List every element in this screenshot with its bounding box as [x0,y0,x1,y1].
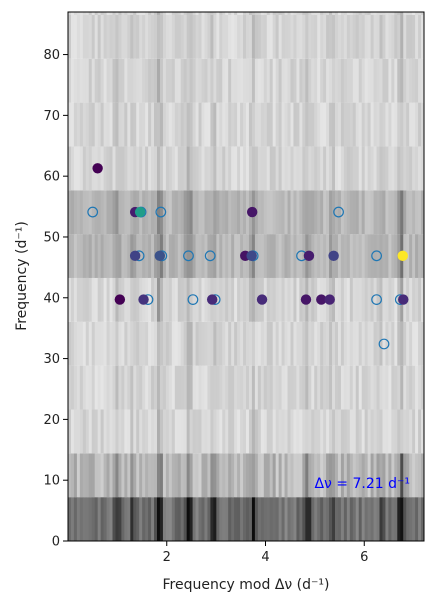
y-axis-label: Frequency (d⁻¹) [14,221,30,331]
open-circle-point [333,206,344,218]
echelle-strip [68,58,424,103]
x-axis-label: Frequency mod Δν (d⁻¹) [163,577,330,593]
echelle-strip [68,102,424,147]
x-tick-label: 2 [163,550,171,565]
filled-circle-point [138,294,149,305]
filled-circle-point [206,294,218,305]
filled-circle-point [316,294,327,305]
filled-circle-point [303,250,315,262]
y-tick-label: 30 [43,352,60,367]
y-tick-label: 0 [52,535,60,550]
y-tick-label: 70 [43,109,60,124]
filled-circle-point [134,206,146,218]
y-tick-label: 80 [43,48,60,63]
filled-circle-point [246,206,258,218]
y-tick-label: 40 [43,291,60,306]
echelle-strip [68,14,424,59]
y-tick-label: 10 [43,474,60,489]
filled-circle-point [246,250,257,262]
echelle-strip [68,497,424,541]
filled-circle-point [300,294,312,305]
echelle-strip [68,409,424,454]
x-tick-label: 6 [360,550,368,565]
echelle-strip [68,146,424,191]
open-circle-point [155,206,167,218]
filled-circle-point [398,294,409,305]
y-tick-label: 60 [43,170,60,185]
plot-frame [67,11,425,542]
open-circle-point [204,250,216,262]
open-circle-point [183,250,194,262]
y-tick-label: 20 [43,413,60,428]
delta-nu-annotation: Δν = 7.21 d⁻¹ [314,476,410,492]
data-points [87,163,409,350]
filled-circle-point [256,294,268,305]
open-circle-point [371,294,382,306]
filled-circle-point [397,250,408,262]
filled-circle-point [114,294,126,305]
open-circle-point [187,294,199,306]
echelle-background [68,12,424,541]
open-circle-point [87,206,99,218]
echelle-strip [68,190,424,235]
echelle-strip [68,365,424,410]
x-tick-label: 4 [261,550,269,565]
open-circle-point [378,338,390,350]
echelle-strip [68,12,424,15]
echelle-strip [68,321,424,366]
filled-circle-point [154,250,166,262]
filled-circle-point [92,163,103,174]
filled-circle-point [324,294,335,305]
open-circle-point [371,250,382,262]
y-tick-label: 50 [43,230,60,245]
echelle-strip [68,453,424,498]
filled-circle-point [328,250,339,262]
filled-circle-point [129,250,141,262]
